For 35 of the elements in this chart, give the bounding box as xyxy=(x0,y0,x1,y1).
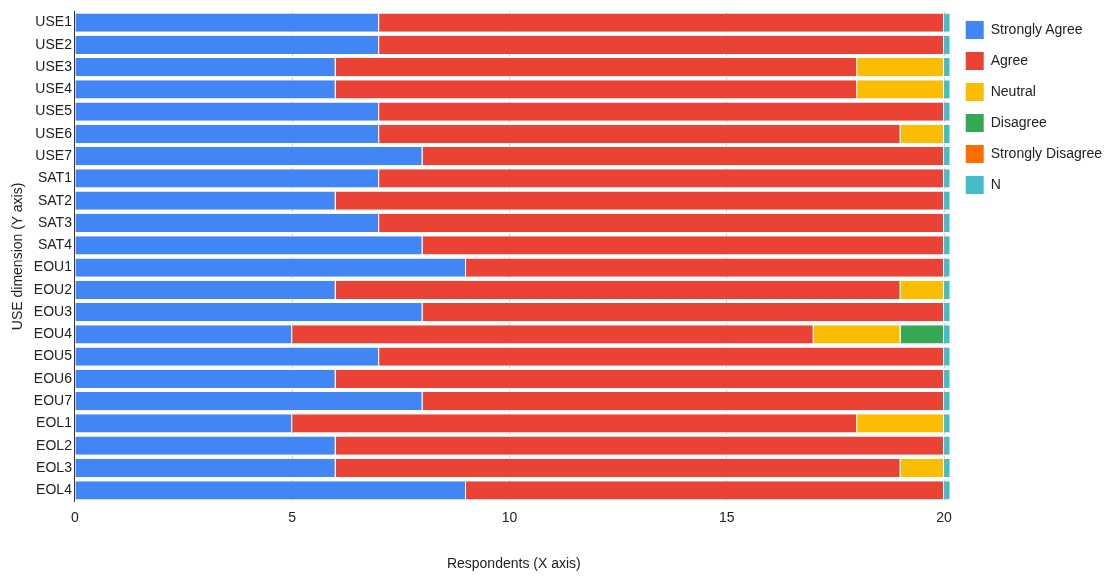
y-tick-label: SAT1 xyxy=(37,169,73,186)
y-axis-title: USE dimension (Y axis) xyxy=(9,182,26,331)
y-tick-label: USE5 xyxy=(35,102,73,119)
y-tick-label: EOU2 xyxy=(33,280,73,297)
y-tick-label: EOU6 xyxy=(33,369,73,386)
x-tick-label: 0 xyxy=(71,508,80,525)
y-tick-label: EOL2 xyxy=(36,436,73,453)
y-tick-label: SAT4 xyxy=(37,236,73,253)
y-tick-label: SAT2 xyxy=(37,191,73,208)
y-tick-label: USE2 xyxy=(35,35,73,52)
x-tick-label: 15 xyxy=(718,508,735,525)
y-tick-label: USE4 xyxy=(35,80,73,97)
y-tick-label: SAT3 xyxy=(37,213,73,230)
x-tick-label: 5 xyxy=(288,508,297,525)
y-tick-label: EOL3 xyxy=(36,458,73,475)
x-tick-label: 20 xyxy=(936,508,953,525)
y-tick-label: USE3 xyxy=(35,57,73,74)
x-axis-title: Respondents (X axis) xyxy=(446,555,581,572)
y-tick-label: USE7 xyxy=(35,147,73,164)
y-tick-label: EOU4 xyxy=(33,325,73,342)
legend-label: Neutral xyxy=(990,82,1036,99)
y-tick-label: EOU7 xyxy=(33,392,73,409)
y-tick-label: USE1 xyxy=(35,13,73,30)
y-tick-label: EOU5 xyxy=(33,347,73,364)
y-tick-label: EOU3 xyxy=(33,302,73,319)
legend-label: Strongly Disagree xyxy=(990,144,1103,161)
y-tick-label: USE6 xyxy=(35,124,73,141)
legend-label: Agree xyxy=(990,51,1029,68)
y-tick-label: EOL4 xyxy=(36,481,73,498)
legend-label: Strongly Agree xyxy=(990,20,1083,37)
legend-label: N xyxy=(990,175,1001,192)
legend-label: Disagree xyxy=(990,113,1047,130)
x-tick-label: 10 xyxy=(501,508,518,525)
y-tick-label: EOU1 xyxy=(33,258,73,275)
y-tick-label: EOL1 xyxy=(36,414,73,431)
